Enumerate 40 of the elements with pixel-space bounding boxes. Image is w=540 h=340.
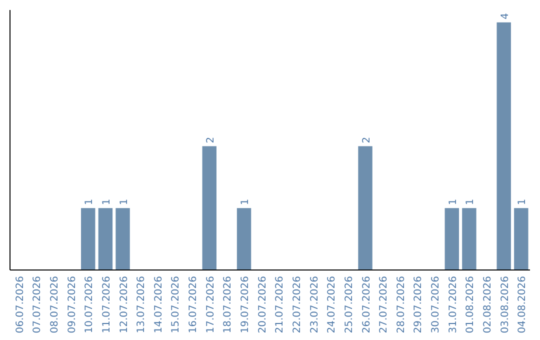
x-tick-label: 28.07.2026 — [396, 276, 407, 334]
x-tick-label: 11.07.2026 — [101, 276, 112, 334]
x-tick-label: 08.07.2026 — [49, 276, 60, 334]
data-label: 4 — [500, 13, 511, 20]
x-tick-label: 14.07.2026 — [153, 276, 164, 334]
data-label: 1 — [84, 198, 96, 206]
x-tick-label: 30.07.2026 — [430, 276, 442, 334]
data-label: 1 — [465, 198, 476, 206]
x-tick-label: 31.07.2026 — [448, 276, 459, 334]
x-tick-label: 10.07.2026 — [84, 276, 96, 334]
data-label: 1 — [448, 198, 459, 206]
x-tick-label: 02.08.2026 — [482, 276, 494, 334]
x-tick-label: 25.07.2026 — [344, 276, 355, 334]
x-tick-label: 23.07.2026 — [309, 276, 320, 334]
x-tick-label: 18.07.2026 — [222, 276, 234, 334]
data-label: 2 — [361, 136, 372, 144]
x-tick-label: 19.07.2026 — [240, 276, 252, 334]
data-label: 1 — [517, 198, 528, 206]
x-tick-label: 21.07.2026 — [274, 276, 286, 334]
data-label: 1 — [101, 198, 112, 206]
x-tick-label: 06.07.2026 — [14, 276, 26, 334]
x-tick-label: 12.07.2026 — [118, 276, 130, 334]
x-tick-label: 03.08.2026 — [500, 276, 511, 334]
x-tick-label: 01.08.2026 — [465, 276, 476, 334]
data-label: 1 — [240, 198, 252, 206]
data-label: 1 — [118, 198, 130, 206]
x-tick-label: 22.07.2026 — [292, 276, 303, 334]
x-tick-label: 26.07.2026 — [361, 276, 372, 334]
x-tick-label: 13.07.2026 — [136, 276, 148, 334]
data-label: 2 — [205, 136, 216, 144]
x-tick-label: 29.07.2026 — [413, 276, 424, 334]
x-tick-label: 24.07.2026 — [326, 276, 338, 334]
x-tick-label: 07.07.2026 — [32, 276, 44, 334]
x-tick-label: 17.07.2026 — [205, 276, 216, 334]
x-tick-label: 20.07.2026 — [257, 276, 268, 334]
x-tick-label: 27.07.2026 — [378, 276, 390, 334]
x-tick-label: 04.08.2026 — [517, 276, 528, 334]
x-tick-label: 15.07.2026 — [170, 276, 182, 334]
x-tick-label: 16.07.2026 — [188, 276, 200, 334]
x-tick-label: 09.07.2026 — [66, 276, 78, 334]
